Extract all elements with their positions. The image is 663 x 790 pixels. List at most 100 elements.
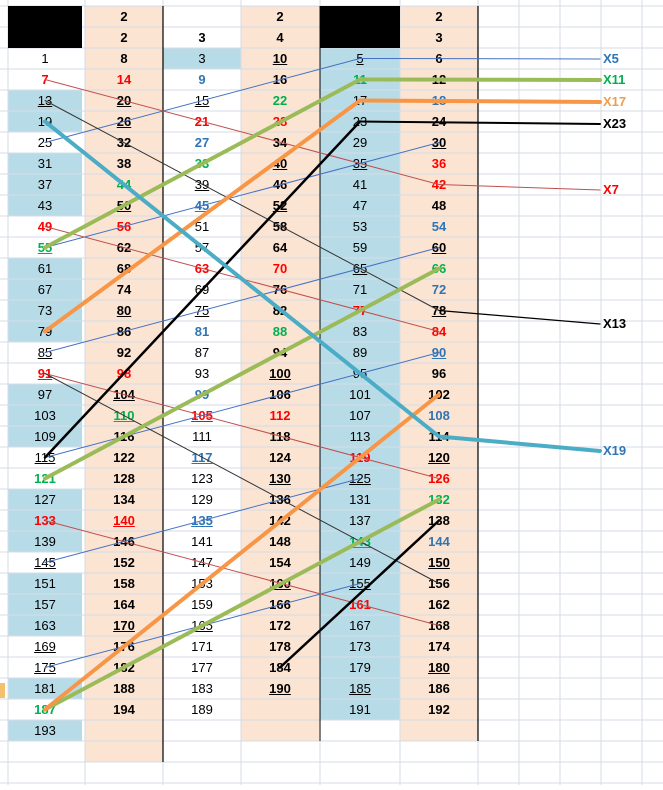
cell-151[interactable]: 151 [34,576,56,591]
cell-72[interactable]: 72 [431,282,447,297]
cell-96[interactable]: 96 [431,366,447,381]
cell-4[interactable]: 4 [276,30,284,45]
cell-58[interactable]: 58 [272,219,288,234]
cell-167[interactable]: 167 [349,618,371,633]
cell-169[interactable]: 169 [34,639,56,654]
cell-29[interactable]: 29 [352,135,368,150]
cell-178[interactable]: 178 [269,639,291,654]
cell-74[interactable]: 74 [116,282,132,297]
cell-71[interactable]: 71 [352,282,368,297]
cell-92[interactable]: 92 [116,345,132,360]
cell-148[interactable]: 148 [269,534,291,549]
cell-173[interactable]: 173 [349,639,371,654]
cell-38[interactable]: 38 [116,156,132,171]
cell-89[interactable]: 89 [352,345,368,360]
cell-193[interactable]: 193 [34,723,56,738]
cell-37[interactable]: 37 [37,177,53,192]
cell-134[interactable]: 134 [113,492,135,507]
cell-2[interactable]: 2 [120,30,128,45]
cell-93[interactable]: 93 [194,366,210,381]
cell-144[interactable]: 144 [428,534,450,549]
cell-192[interactable]: 192 [428,702,450,717]
cell-88[interactable]: 88 [272,324,288,339]
cell-164[interactable]: 164 [113,597,135,612]
cell-103[interactable]: 103 [34,408,56,423]
cell-10[interactable]: 10 [272,51,288,66]
cell-120[interactable]: 120 [428,450,450,465]
cell-64[interactable]: 64 [272,240,288,255]
cell-159[interactable]: 159 [191,597,213,612]
cell-150[interactable]: 150 [428,555,450,570]
cell-47[interactable]: 47 [352,198,368,213]
cell-177[interactable]: 177 [191,660,213,675]
cell-70[interactable]: 70 [272,261,288,276]
cell-9[interactable]: 9 [198,72,206,87]
cell-80[interactable]: 80 [116,303,132,318]
cell-157[interactable]: 157 [34,597,56,612]
cell-191[interactable]: 191 [349,702,371,717]
cell-122[interactable]: 122 [113,450,135,465]
cell-107[interactable]: 107 [349,408,371,423]
cell-141[interactable]: 141 [191,534,213,549]
cell-189[interactable]: 189 [191,702,213,717]
cell-100[interactable]: 100 [269,366,291,381]
cell-154[interactable]: 154 [269,555,291,570]
cell-131[interactable]: 131 [349,492,371,507]
cell-109[interactable]: 109 [34,429,56,444]
cell-171[interactable]: 171 [191,639,213,654]
cell-43[interactable]: 43 [37,198,53,213]
cell-22[interactable]: 22 [272,93,288,108]
cell-170[interactable]: 170 [113,618,135,633]
cell-59[interactable]: 59 [352,240,368,255]
cell-162[interactable]: 162 [428,597,450,612]
cell-101[interactable]: 101 [349,387,371,402]
cell-87[interactable]: 87 [194,345,210,360]
cell-149[interactable]: 149 [349,555,371,570]
cell-83[interactable]: 83 [352,324,368,339]
cell-139[interactable]: 139 [34,534,56,549]
cell-194[interactable]: 194 [113,702,135,717]
cell-108[interactable]: 108 [428,408,450,423]
cell-54[interactable]: 54 [431,219,447,234]
cell-27[interactable]: 27 [194,135,210,150]
cell-112[interactable]: 112 [269,408,291,423]
cell-3[interactable]: 3 [198,51,206,66]
cell-190[interactable]: 190 [269,681,291,696]
cell-61[interactable]: 61 [37,261,53,276]
cell-185[interactable]: 185 [349,681,371,696]
cell-174[interactable]: 174 [428,639,450,654]
cell-179[interactable]: 179 [349,660,371,675]
cell-14[interactable]: 14 [116,72,132,87]
cell-140[interactable]: 140 [113,513,135,528]
cell-67[interactable]: 67 [37,282,53,297]
cell-128[interactable]: 128 [113,471,135,486]
cell-124[interactable]: 124 [269,450,291,465]
cell-73[interactable]: 73 [37,303,53,318]
cell-129[interactable]: 129 [191,492,213,507]
cell-123[interactable]: 123 [191,471,213,486]
cell-97[interactable]: 97 [37,387,53,402]
cell-188[interactable]: 188 [113,681,135,696]
cell-163[interactable]: 163 [34,618,56,633]
cell-1[interactable]: 1 [41,51,49,66]
cell-41[interactable]: 41 [352,177,368,192]
cell-186[interactable]: 186 [428,681,450,696]
cell-53[interactable]: 53 [352,219,368,234]
cell-181[interactable]: 181 [34,681,56,696]
cell-31[interactable]: 31 [37,156,53,171]
cell-81[interactable]: 81 [194,324,210,339]
cell-180[interactable]: 180 [428,660,450,675]
cell-111[interactable]: 111 [192,429,212,444]
cell-152[interactable]: 152 [113,555,135,570]
cell-36[interactable]: 36 [431,156,447,171]
cell-130[interactable]: 130 [269,471,291,486]
cell-51[interactable]: 51 [194,219,210,234]
cell-113[interactable]: 113 [349,429,371,444]
cell-8[interactable]: 8 [120,51,128,66]
cell-183[interactable]: 183 [191,681,213,696]
cell-172[interactable]: 172 [269,618,291,633]
cell-158[interactable]: 158 [113,576,135,591]
cell-48[interactable]: 48 [431,198,447,213]
cell-127[interactable]: 127 [34,492,56,507]
cell-137[interactable]: 137 [349,513,371,528]
